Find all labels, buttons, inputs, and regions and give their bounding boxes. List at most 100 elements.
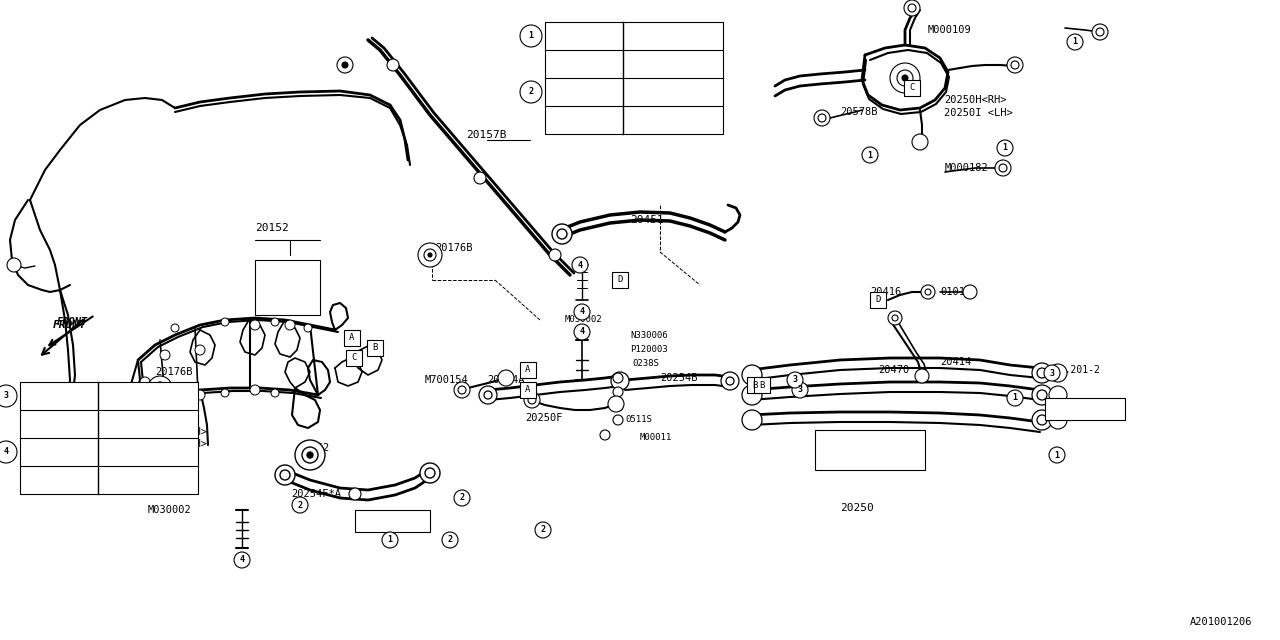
Circle shape: [6, 258, 20, 272]
Text: 20157B: 20157B: [466, 130, 507, 140]
Circle shape: [195, 345, 205, 355]
Circle shape: [278, 288, 302, 312]
Text: M030002: M030002: [148, 505, 192, 515]
Text: 0101S: 0101S: [940, 287, 972, 297]
Text: P120003: P120003: [630, 346, 668, 355]
Circle shape: [890, 63, 920, 93]
Circle shape: [157, 386, 163, 390]
Bar: [344, 330, 360, 346]
Circle shape: [1032, 363, 1052, 383]
Circle shape: [611, 372, 628, 390]
Circle shape: [902, 75, 908, 81]
Circle shape: [726, 377, 733, 385]
Text: 20451: 20451: [630, 215, 664, 225]
Circle shape: [742, 365, 762, 385]
Text: B: B: [759, 381, 764, 390]
Text: 20250: 20250: [840, 503, 874, 513]
Text: 3: 3: [4, 392, 9, 401]
Text: B: B: [372, 344, 378, 353]
Text: B: B: [753, 381, 758, 390]
Text: M00011: M00011: [640, 433, 672, 442]
Circle shape: [1050, 447, 1065, 463]
Circle shape: [888, 311, 902, 325]
Text: 〈 -2008〉: 〈 -2008〉: [102, 447, 154, 457]
Circle shape: [1050, 386, 1068, 404]
Circle shape: [997, 140, 1012, 156]
Circle shape: [154, 382, 166, 394]
Circle shape: [721, 372, 739, 390]
Text: C: C: [351, 353, 357, 362]
Text: 1: 1: [868, 150, 873, 159]
Text: 20176B: 20176B: [155, 367, 192, 377]
Circle shape: [454, 490, 470, 506]
Text: FIG.415: FIG.415: [262, 265, 306, 275]
Circle shape: [1007, 390, 1023, 406]
Circle shape: [818, 114, 826, 122]
Circle shape: [892, 315, 899, 321]
Text: 1: 1: [529, 31, 534, 40]
Circle shape: [442, 532, 458, 548]
Text: 20578B: 20578B: [840, 107, 878, 117]
Circle shape: [915, 369, 929, 383]
Circle shape: [925, 289, 931, 295]
Circle shape: [573, 324, 590, 340]
Bar: [748, 377, 763, 393]
Circle shape: [1032, 410, 1052, 430]
Text: 〈2008- 〉: 〈2008- 〉: [102, 475, 154, 485]
Text: FIG.201-2: FIG.201-2: [360, 520, 413, 530]
Text: 3: 3: [792, 376, 797, 385]
Text: 0238S: 0238S: [632, 360, 659, 369]
Circle shape: [814, 110, 829, 126]
Circle shape: [221, 318, 229, 326]
Circle shape: [419, 243, 442, 267]
Text: 〈 -1607〉: 〈 -1607〉: [628, 87, 678, 97]
Circle shape: [1050, 411, 1068, 429]
Text: FIG.201-2: FIG.201-2: [1048, 365, 1101, 375]
Circle shape: [160, 395, 170, 405]
Text: 20250F: 20250F: [525, 413, 562, 423]
Text: M000453: M000453: [550, 115, 594, 125]
Circle shape: [305, 324, 312, 332]
Text: D: D: [617, 275, 622, 285]
Text: 20250I <LH>: 20250I <LH>: [945, 108, 1012, 118]
Circle shape: [0, 385, 17, 407]
Text: 2: 2: [540, 525, 545, 534]
Circle shape: [458, 386, 466, 394]
Text: FIG.201-2: FIG.201-2: [1048, 407, 1101, 417]
Circle shape: [284, 294, 296, 306]
Circle shape: [520, 25, 541, 47]
Circle shape: [143, 440, 157, 454]
Text: M000395: M000395: [550, 87, 594, 97]
Text: 2: 2: [460, 493, 465, 502]
Circle shape: [381, 532, 398, 548]
Circle shape: [535, 522, 550, 538]
Circle shape: [428, 253, 433, 257]
Text: M030002: M030002: [564, 316, 603, 324]
Text: N350022: N350022: [550, 59, 594, 69]
Circle shape: [963, 285, 977, 299]
Circle shape: [484, 391, 492, 399]
Text: A201001206: A201001206: [1190, 617, 1253, 627]
Circle shape: [1037, 415, 1047, 425]
Circle shape: [1096, 28, 1103, 36]
Text: A: A: [525, 385, 531, 394]
Bar: [1044, 398, 1125, 420]
Circle shape: [1011, 61, 1019, 69]
Text: 4: 4: [4, 447, 9, 456]
Circle shape: [349, 488, 361, 500]
Circle shape: [188, 430, 198, 440]
Text: 0511S: 0511S: [625, 415, 652, 424]
Text: 〈1607- 〉: 〈1607- 〉: [628, 115, 678, 125]
Circle shape: [787, 372, 803, 388]
Text: 1: 1: [1002, 143, 1007, 152]
Text: 3: 3: [1050, 369, 1055, 378]
Text: 〈 -1607〉: 〈 -1607〉: [102, 391, 154, 401]
Circle shape: [529, 396, 536, 404]
Circle shape: [613, 373, 623, 383]
Text: 4: 4: [239, 556, 244, 564]
Circle shape: [1037, 368, 1047, 378]
Text: N350032: N350032: [550, 31, 594, 41]
Circle shape: [188, 417, 198, 427]
Text: 20250H<RH>: 20250H<RH>: [945, 95, 1006, 105]
Text: 20252: 20252: [298, 443, 329, 453]
